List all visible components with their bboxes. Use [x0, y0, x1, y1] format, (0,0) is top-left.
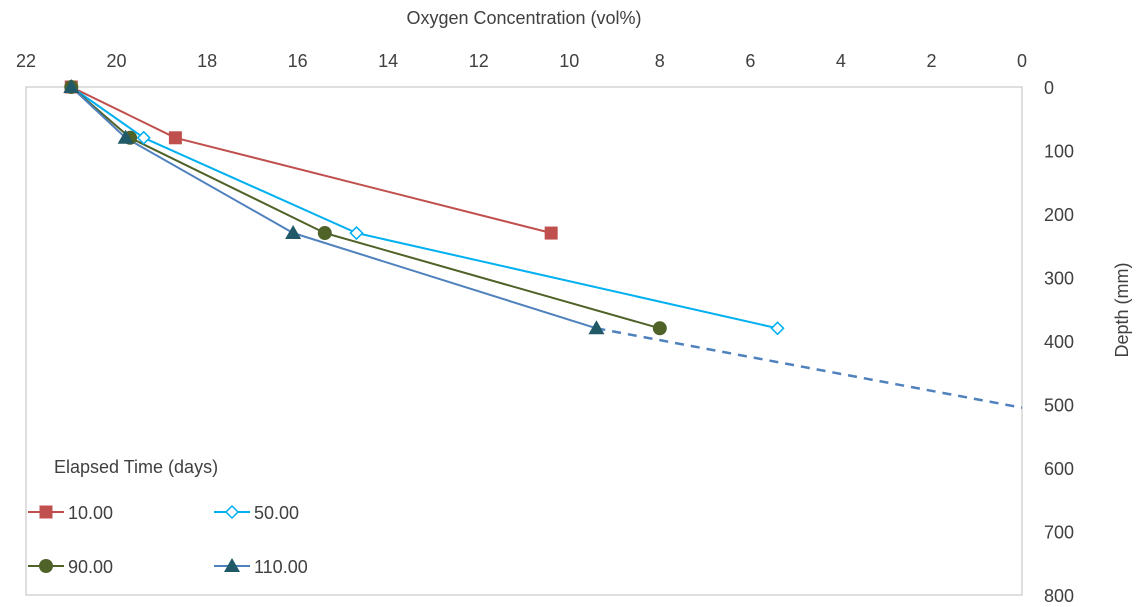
- legend-label: 90.00: [68, 557, 113, 577]
- legend-marker: [224, 504, 240, 520]
- x-tick-label: 12: [469, 51, 489, 71]
- series-marker-0: [544, 226, 558, 240]
- y-tick-label: 500: [1044, 396, 1074, 416]
- legend-marker: [39, 559, 53, 573]
- legend-marker: [39, 505, 53, 519]
- legend-label: 10.00: [68, 503, 113, 523]
- x-tick-label: 22: [16, 51, 36, 71]
- series-marker-1: [349, 225, 364, 241]
- legend-entry: 90.00: [28, 557, 113, 577]
- y-tick-label: 700: [1044, 523, 1074, 543]
- y-tick-label: 400: [1044, 332, 1074, 352]
- series-markers: [63, 79, 785, 336]
- legend-label: 50.00: [254, 503, 299, 523]
- legend: Elapsed Time (days) 10.00 50.00 90.00 110.0…: [28, 457, 308, 577]
- y-tick-label: 0: [1044, 78, 1054, 98]
- x-tick-label: 14: [378, 51, 398, 71]
- series-marker-3: [117, 129, 134, 144]
- legend-entry: 50.00: [214, 503, 299, 523]
- extrapolation-line: [596, 327, 1023, 409]
- x-axis-ticks: 22 20 18 16 14 12 10 8 6 4 2 0: [16, 51, 1027, 71]
- series-marker-3: [588, 320, 605, 335]
- x-tick-label: 4: [836, 51, 846, 71]
- legend-marker: [224, 558, 240, 572]
- series-marker-2: [652, 321, 667, 336]
- y-axis-title: Depth (mm): [1112, 262, 1132, 357]
- series-line-1: [70, 86, 778, 330]
- legend-entries: 10.00 50.00 90.00 110.00: [28, 503, 308, 577]
- series-marker-3: [63, 79, 80, 93]
- series-marker-1: [136, 130, 151, 145]
- y-tick-label: 200: [1044, 205, 1074, 225]
- legend-title: Elapsed Time (days): [54, 457, 218, 477]
- x-tick-label: 18: [197, 51, 217, 71]
- series-marker-2: [317, 226, 332, 241]
- plot-area: [25, 86, 1023, 596]
- x-tick-label: 20: [107, 51, 127, 71]
- series-marker-1: [770, 321, 785, 336]
- series-marker-0: [168, 131, 182, 145]
- x-tick-label: 8: [655, 51, 665, 71]
- legend-entry: 110.00: [214, 557, 308, 577]
- x-tick-label: 16: [288, 51, 308, 71]
- x-tick-label: 6: [745, 51, 755, 71]
- legend-entry: 10.00: [28, 503, 113, 523]
- y-tick-label: 100: [1044, 142, 1074, 162]
- x-tick-label: 2: [926, 51, 936, 71]
- series-marker-3: [285, 225, 302, 240]
- series-lines: [70, 86, 1023, 409]
- series-line-2: [70, 86, 661, 330]
- x-tick-label: 10: [559, 51, 579, 71]
- y-tick-label: 800: [1044, 586, 1074, 606]
- y-axis-ticks: 0 100 200 300 400 500 600 700 800: [1044, 78, 1074, 606]
- legend-label: 110.00: [254, 557, 308, 577]
- series-line-3: [70, 86, 597, 330]
- y-tick-label: 300: [1044, 269, 1074, 289]
- x-axis-title: Oxygen Concentration (vol%): [406, 8, 641, 28]
- x-tick-label: 0: [1017, 51, 1027, 71]
- y-tick-label: 600: [1044, 459, 1074, 479]
